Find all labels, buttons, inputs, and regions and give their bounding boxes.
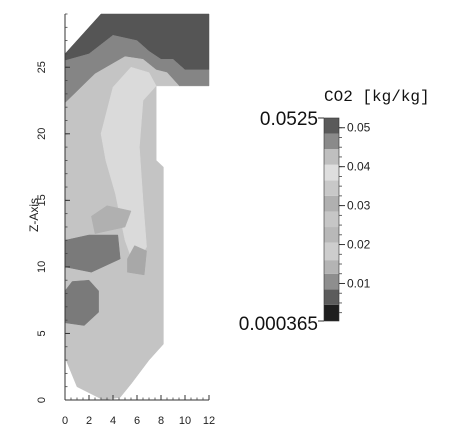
colorbar-band [324, 149, 339, 165]
colorbar-band [324, 273, 339, 290]
y-axis-title: Z-Axis [27, 198, 41, 232]
x-tick-label: 8 [158, 415, 164, 427]
colorbar: 0.01 0.02 0.03 0.04 0.05 [318, 117, 371, 322]
y-tick-label: 5 [36, 330, 48, 336]
region-jet-lower-halo [64, 279, 99, 326]
y-tick-label: 25 [36, 61, 48, 73]
y-tick-label: 20 [36, 128, 48, 140]
colorbar-band [324, 227, 339, 243]
colorbar-band [324, 118, 339, 134]
y-tick-label: 10 [36, 261, 48, 273]
colorbar-max-label: 0.0525 [260, 109, 318, 130]
colorbar-band [324, 164, 339, 181]
colorbar-title: CO2 [kg/kg] [324, 88, 430, 106]
colorbar-band [324, 242, 339, 261]
contour-regions [64, 13, 210, 401]
colorbar-band [324, 180, 339, 196]
colorbar-frame [323, 117, 340, 322]
x-tick-label: 2 [86, 415, 92, 427]
x-tick-label: 4 [110, 415, 116, 427]
colorbar-tick-label: 0.05 [347, 121, 371, 135]
colorbar-tick-label: 0.02 [347, 238, 371, 252]
colorbar-band [324, 304, 339, 321]
colorbar-band [324, 260, 339, 274]
x-tick-label: 0 [62, 415, 68, 427]
x-tick-label: 12 [203, 415, 215, 427]
region-mid-patch [91, 205, 132, 234]
region-side-patch [127, 245, 147, 276]
colorbar-band [324, 195, 339, 212]
y-tick-label: 15 [36, 194, 48, 206]
colorbar-band [324, 289, 339, 305]
colorbar-tick-label: 0.03 [347, 199, 371, 213]
plot-axes: 0 5 10 15 20 25 0 2 4 6 8 10 12 [36, 13, 215, 427]
colorbar-tick-label: 0.04 [347, 160, 371, 174]
x-tick-label: 6 [134, 415, 140, 427]
x-tick-label: 10 [179, 415, 191, 427]
colorbar-band [324, 211, 339, 228]
colorbar-min-label: 0.000365 [239, 314, 318, 335]
colorbar-tick-label: 0.01 [347, 276, 371, 290]
colorbar-band [324, 133, 339, 150]
region-plume [100, 66, 157, 268]
y-tick-label: 0 [36, 397, 48, 403]
